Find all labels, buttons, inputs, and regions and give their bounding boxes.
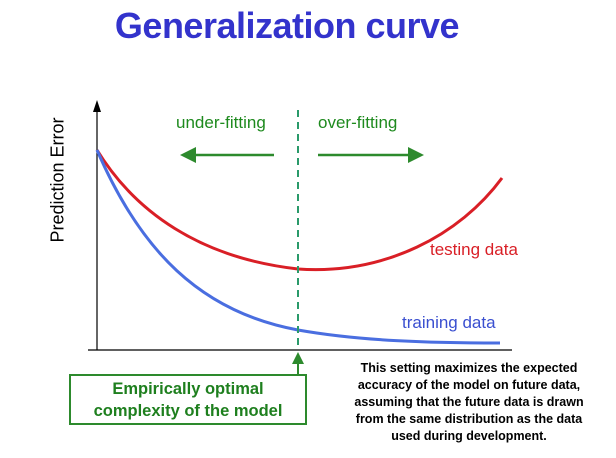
note-line: from the same distribution as the data	[355, 412, 583, 426]
training-curve	[95, 149, 501, 345]
note-line: assuming that the future data is drawn	[354, 395, 584, 409]
optimal-box-line: complexity of the model	[93, 402, 283, 420]
under-fitting-arrow	[180, 147, 274, 163]
note-line: This setting maximizes the expected	[360, 361, 578, 375]
testing-data-label: testing data	[430, 240, 518, 259]
optimal-pointer-arrow	[292, 352, 304, 374]
training-data-label: training data	[402, 313, 496, 332]
y-axis-arrowhead	[93, 100, 101, 112]
explanation-note: This setting maximizes the expected accu…	[333, 360, 605, 445]
under-fitting-label: under-fitting	[176, 113, 266, 132]
page-title: Generalization curve	[114, 5, 460, 46]
optimal-box-line: Empirically optimal	[112, 380, 264, 398]
note-line: used during development.	[391, 429, 547, 443]
over-fitting-arrow	[318, 147, 424, 163]
note-line: accuracy of the model on future data,	[357, 378, 581, 392]
over-fitting-label: over-fitting	[318, 113, 398, 132]
optimal-complexity-box: Empirically optimal complexity of the mo…	[69, 374, 307, 425]
